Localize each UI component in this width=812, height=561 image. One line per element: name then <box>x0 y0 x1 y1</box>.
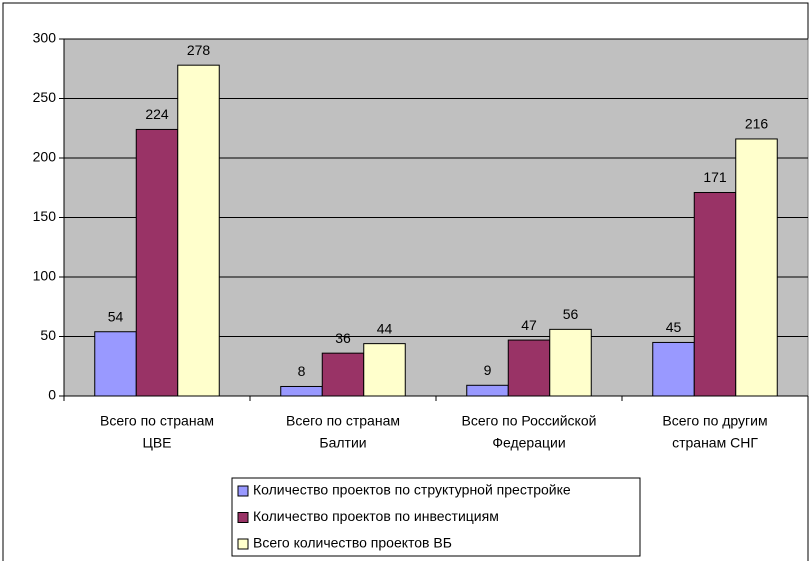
x-tick-label: Федерации <box>492 435 565 451</box>
y-tick-label: 250 <box>33 89 57 105</box>
data-label: 44 <box>377 320 393 336</box>
bar <box>735 138 778 397</box>
y-tick-label: 200 <box>33 149 57 165</box>
x-tick-label: Всего по странам <box>286 413 400 429</box>
data-label: 54 <box>108 308 124 324</box>
x-tick-label: Всего по Российской <box>462 413 597 429</box>
y-tick-label: 50 <box>40 327 56 343</box>
data-label: 8 <box>298 363 306 379</box>
y-tick-label: 0 <box>48 387 56 403</box>
y-tick-label: 150 <box>33 208 57 224</box>
bar <box>466 384 509 397</box>
bar <box>507 339 551 397</box>
data-label: 47 <box>521 317 537 333</box>
bar <box>94 331 137 397</box>
x-tick-label: ЦВЕ <box>142 435 171 451</box>
x-tick-label: странам СНГ <box>672 435 758 451</box>
bar <box>135 128 179 397</box>
legend-label: Количество проектов по инвестициям <box>253 508 499 524</box>
x-tick-label: Всего по странам <box>100 413 214 429</box>
bar <box>652 341 695 397</box>
data-label: 36 <box>335 330 351 346</box>
bar <box>549 328 592 397</box>
legend-label: Количество проектов по структурной прест… <box>253 482 571 498</box>
data-label: 216 <box>745 116 769 132</box>
data-label: 45 <box>666 319 682 335</box>
bar <box>321 352 365 397</box>
data-label: 9 <box>484 362 492 378</box>
x-tick-label: Балтии <box>319 435 366 451</box>
legend-swatch <box>237 512 249 523</box>
bar <box>177 64 220 397</box>
bar <box>693 192 737 397</box>
y-tick-label: 100 <box>33 268 57 284</box>
legend-swatch <box>237 485 249 497</box>
data-label: 224 <box>145 106 169 122</box>
y-tick-label: 300 <box>33 30 57 46</box>
legend <box>231 477 641 557</box>
legend-swatch <box>237 538 249 550</box>
legend-label: Всего количество проектов ВБ <box>253 535 452 551</box>
bar <box>363 343 406 397</box>
data-label: 171 <box>703 169 727 185</box>
bar <box>280 385 323 397</box>
x-tick-label: Всего по другим <box>662 413 767 429</box>
data-label: 56 <box>563 306 579 322</box>
data-label: 278 <box>187 42 211 58</box>
